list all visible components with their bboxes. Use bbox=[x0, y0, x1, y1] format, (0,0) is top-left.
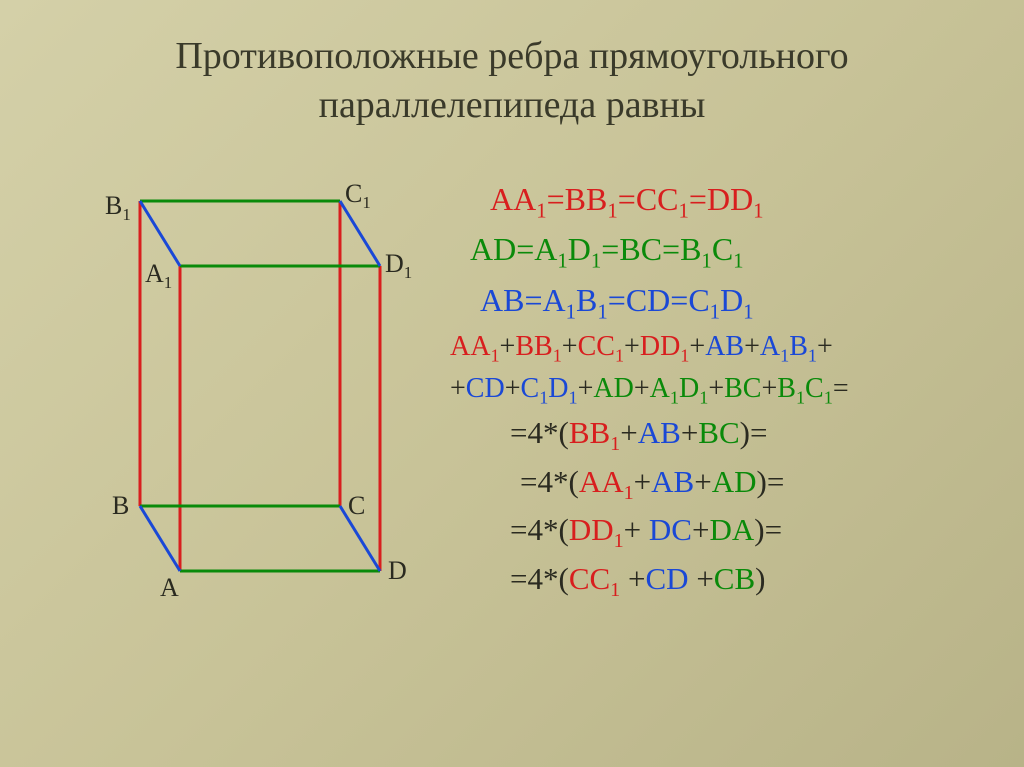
vertex-label-C1: C1 bbox=[345, 179, 371, 213]
equation-1: AA1=BB1=CC1=DD1 bbox=[450, 176, 1004, 227]
vertex-label-A: A bbox=[160, 573, 179, 603]
diagram-container: B1 C1 A1 D1 B C A D bbox=[20, 161, 440, 621]
edge-B1-A1 bbox=[140, 201, 180, 266]
equation-9: =4*(CC1 +CD +CB) bbox=[450, 557, 1004, 605]
equation-8: =4*(DD1+ DC+DA)= bbox=[450, 508, 1004, 556]
vertex-label-D: D bbox=[388, 556, 407, 586]
title-line-2: параллелепипеда равны bbox=[0, 81, 1024, 130]
equation-2: AD=A1D1=BC=B1C1 bbox=[450, 226, 1004, 277]
parallelepiped-diagram bbox=[20, 161, 440, 621]
title-line-1: Противоположные ребра прямоугольного bbox=[0, 32, 1024, 81]
equation-3: AB=A1B1=CD=C1D1 bbox=[450, 277, 1004, 328]
equations-container: AA1=BB1=CC1=DD1 AD=A1D1=BC=B1C1 AB=A1B1=… bbox=[440, 161, 1004, 621]
vertex-label-B1: B1 bbox=[105, 191, 131, 225]
equation-7: =4*(AA1+AB+AD)= bbox=[450, 460, 1004, 508]
edge-B-A bbox=[140, 506, 180, 571]
content-area: B1 C1 A1 D1 B C A D AA1=BB1=CC1=DD1 AD=A1D1=BC=… bbox=[0, 131, 1024, 621]
page-title: Противоположные ребра прямоугольного пар… bbox=[0, 0, 1024, 131]
equation-4: AA1+BB1+CC1+DD1+AB+A1B1+ bbox=[450, 327, 1004, 369]
equation-5: +CD+C1D1+AD+A1D1+BC+B1C1= bbox=[450, 369, 1004, 411]
vertex-label-C: C bbox=[348, 491, 365, 521]
vertex-label-B: B bbox=[112, 491, 129, 521]
vertex-label-D1: D1 bbox=[385, 249, 412, 283]
equation-6: =4*(BB1+AB+BC)= bbox=[450, 411, 1004, 459]
vertex-label-A1: A1 bbox=[145, 259, 172, 293]
